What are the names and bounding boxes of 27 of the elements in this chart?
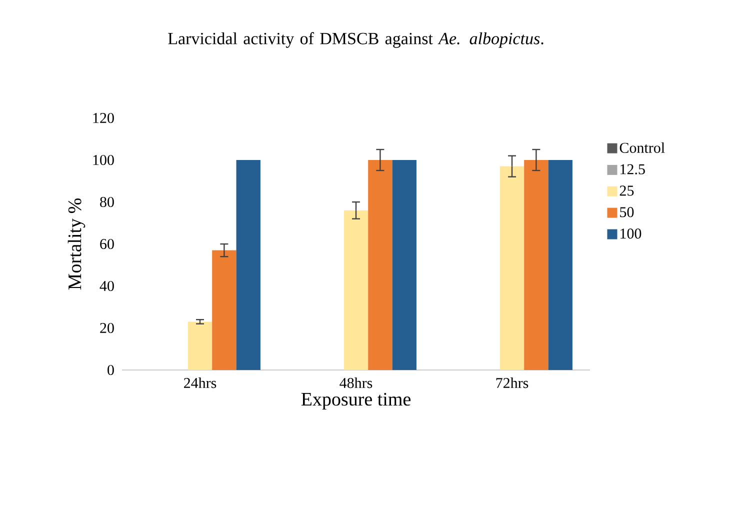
y-axis-title: Mortality % xyxy=(68,198,86,290)
legend-label: 12.5 xyxy=(620,164,645,174)
bar xyxy=(236,160,260,370)
legend-label: 100 xyxy=(620,228,642,239)
y-tick-label: 40 xyxy=(100,280,114,292)
x-tick-label: 72hrs xyxy=(496,378,528,388)
x-tick-label: 48hrs xyxy=(340,378,372,388)
bar xyxy=(500,166,524,370)
y-tick-label: 20 xyxy=(100,322,114,334)
bar xyxy=(212,250,236,370)
y-tick-label: 120 xyxy=(93,112,114,124)
bar xyxy=(548,160,572,370)
x-axis-title: Exposure time xyxy=(301,392,410,410)
legend-label: 25 xyxy=(620,186,634,196)
bar xyxy=(188,322,212,370)
chart-title: Larvicidal activity of DMSCB against Ae. albopictus. xyxy=(168,32,544,48)
bar xyxy=(368,160,392,370)
bar xyxy=(344,210,368,370)
bar xyxy=(392,160,416,370)
y-tick-label: 0 xyxy=(108,364,114,376)
x-tick-label: 24hrs xyxy=(184,378,216,388)
y-tick-label: 80 xyxy=(100,196,114,208)
legend-label: 50 xyxy=(620,207,634,218)
y-tick-label: 60 xyxy=(100,238,114,250)
bar xyxy=(524,160,548,370)
legend-label: Control xyxy=(620,142,665,153)
y-tick-label: 100 xyxy=(93,154,114,166)
